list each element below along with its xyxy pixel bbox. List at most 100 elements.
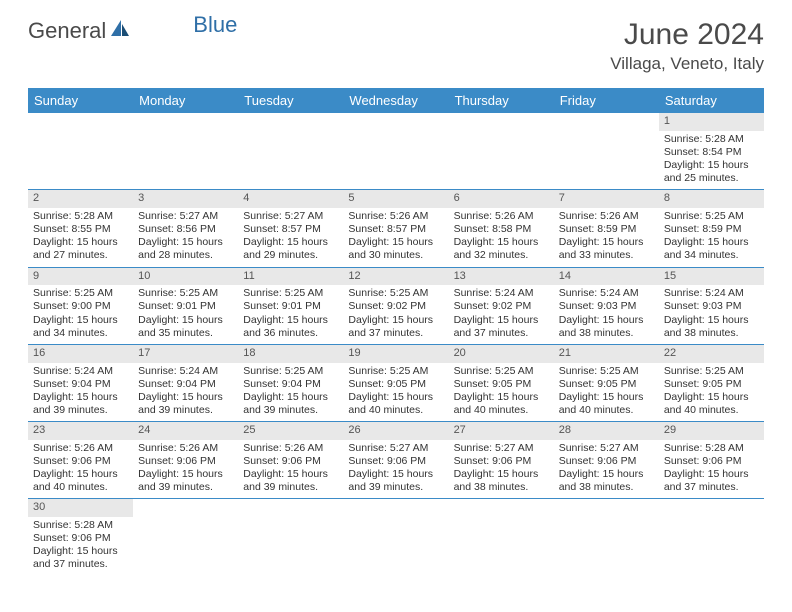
day-header-cell: Monday [133, 88, 238, 113]
day-header-cell: Saturday [659, 88, 764, 113]
day-number: 27 [449, 422, 554, 440]
daylight-line: Daylight: 15 hours and 38 minutes. [664, 314, 759, 340]
daylight-line: Daylight: 15 hours and 27 minutes. [33, 236, 128, 262]
daylight-line: Daylight: 15 hours and 34 minutes. [664, 236, 759, 262]
day-cell: 9Sunrise: 5:25 AMSunset: 9:00 PMDaylight… [28, 268, 133, 344]
daylight-line: Daylight: 15 hours and 40 minutes. [454, 391, 549, 417]
day-number: 3 [133, 190, 238, 208]
day-cell: 19Sunrise: 5:25 AMSunset: 9:05 PMDayligh… [343, 345, 448, 421]
day-cell: 20Sunrise: 5:25 AMSunset: 9:05 PMDayligh… [449, 345, 554, 421]
empty-cell [238, 499, 343, 575]
day-details: Sunrise: 5:26 AMSunset: 9:06 PMDaylight:… [133, 440, 238, 499]
daylight-line: Daylight: 15 hours and 38 minutes. [559, 468, 654, 494]
sunrise-line: Sunrise: 5:25 AM [454, 365, 549, 378]
day-header-cell: Thursday [449, 88, 554, 113]
day-details: Sunrise: 5:28 AMSunset: 9:06 PMDaylight:… [28, 517, 133, 576]
day-number: 16 [28, 345, 133, 363]
sunset-line: Sunset: 9:06 PM [664, 455, 759, 468]
day-number: 5 [343, 190, 448, 208]
sunset-line: Sunset: 9:04 PM [138, 378, 233, 391]
day-details: Sunrise: 5:25 AMSunset: 9:04 PMDaylight:… [238, 363, 343, 422]
day-number: 26 [343, 422, 448, 440]
day-cell: 26Sunrise: 5:27 AMSunset: 9:06 PMDayligh… [343, 422, 448, 498]
weeks-container: 1Sunrise: 5:28 AMSunset: 8:54 PMDaylight… [28, 113, 764, 576]
day-details: Sunrise: 5:25 AMSunset: 9:05 PMDaylight:… [343, 363, 448, 422]
daylight-line: Daylight: 15 hours and 39 minutes. [33, 391, 128, 417]
sunset-line: Sunset: 8:59 PM [664, 223, 759, 236]
sunrise-line: Sunrise: 5:25 AM [348, 365, 443, 378]
daylight-line: Daylight: 15 hours and 32 minutes. [454, 236, 549, 262]
sunrise-line: Sunrise: 5:26 AM [243, 442, 338, 455]
day-details: Sunrise: 5:25 AMSunset: 9:01 PMDaylight:… [238, 285, 343, 344]
day-details: Sunrise: 5:25 AMSunset: 9:05 PMDaylight:… [449, 363, 554, 422]
day-number: 1 [659, 113, 764, 131]
sunset-line: Sunset: 8:57 PM [348, 223, 443, 236]
empty-cell [659, 499, 764, 575]
empty-cell [449, 113, 554, 189]
day-header-cell: Tuesday [238, 88, 343, 113]
sunrise-line: Sunrise: 5:27 AM [138, 210, 233, 223]
day-details: Sunrise: 5:26 AMSunset: 8:57 PMDaylight:… [343, 208, 448, 267]
week-row: 16Sunrise: 5:24 AMSunset: 9:04 PMDayligh… [28, 345, 764, 422]
sunset-line: Sunset: 8:55 PM [33, 223, 128, 236]
sunset-line: Sunset: 9:06 PM [33, 455, 128, 468]
day-cell: 5Sunrise: 5:26 AMSunset: 8:57 PMDaylight… [343, 190, 448, 266]
sunrise-line: Sunrise: 5:26 AM [348, 210, 443, 223]
day-header-cell: Sunday [28, 88, 133, 113]
empty-cell [133, 113, 238, 189]
day-number: 22 [659, 345, 764, 363]
day-cell: 3 Sunrise: 5:27 AMSunset: 8:56 PMDaylight… [133, 190, 238, 266]
daylight-line: Daylight: 15 hours and 28 minutes. [138, 236, 233, 262]
day-header-cell: Wednesday [343, 88, 448, 113]
day-number: 12 [343, 268, 448, 286]
day-cell: 17Sunrise: 5:24 AMSunset: 9:04 PMDayligh… [133, 345, 238, 421]
sunset-line: Sunset: 9:03 PM [664, 300, 759, 313]
sunset-line: Sunset: 8:56 PM [138, 223, 233, 236]
daylight-line: Daylight: 15 hours and 37 minutes. [348, 314, 443, 340]
sunrise-line: Sunrise: 5:28 AM [33, 519, 128, 532]
daylight-line: Daylight: 15 hours and 40 minutes. [664, 391, 759, 417]
daylight-line: Daylight: 15 hours and 39 minutes. [138, 468, 233, 494]
sunset-line: Sunset: 9:02 PM [454, 300, 549, 313]
sunrise-line: Sunrise: 5:27 AM [348, 442, 443, 455]
day-details: Sunrise: 5:28 AMSunset: 8:55 PMDaylight:… [28, 208, 133, 267]
daylight-line: Daylight: 15 hours and 40 minutes. [33, 468, 128, 494]
sunrise-line: Sunrise: 5:27 AM [243, 210, 338, 223]
daylight-line: Daylight: 15 hours and 37 minutes. [33, 545, 128, 571]
day-number: 23 [28, 422, 133, 440]
day-number: 21 [554, 345, 659, 363]
day-number: 2 [28, 190, 133, 208]
day-number: 9 [28, 268, 133, 286]
empty-cell [133, 499, 238, 575]
sunset-line: Sunset: 9:03 PM [559, 300, 654, 313]
day-details: Sunrise: 5:27 AMSunset: 9:06 PMDaylight:… [554, 440, 659, 499]
day-number: 13 [449, 268, 554, 286]
title-block: June 2024 Villaga, Veneto, Italy [610, 18, 764, 74]
day-cell: 14Sunrise: 5:24 AMSunset: 9:03 PMDayligh… [554, 268, 659, 344]
day-details: Sunrise: 5:26 AMSunset: 9:06 PMDaylight:… [238, 440, 343, 499]
sunrise-line: Sunrise: 5:25 AM [243, 365, 338, 378]
sunset-line: Sunset: 9:06 PM [559, 455, 654, 468]
day-number: 24 [133, 422, 238, 440]
daylight-line: Daylight: 15 hours and 40 minutes. [559, 391, 654, 417]
header: General Blue June 2024 Villaga, Veneto, … [0, 0, 792, 82]
day-cell: 2Sunrise: 5:28 AMSunset: 8:55 PMDaylight… [28, 190, 133, 266]
sunset-line: Sunset: 9:00 PM [33, 300, 128, 313]
daylight-line: Daylight: 15 hours and 35 minutes. [138, 314, 233, 340]
sunset-line: Sunset: 8:58 PM [454, 223, 549, 236]
day-details: Sunrise: 5:24 AMSunset: 9:04 PMDaylight:… [133, 363, 238, 422]
sunset-line: Sunset: 9:05 PM [559, 378, 654, 391]
sunset-line: Sunset: 9:01 PM [138, 300, 233, 313]
sunset-line: Sunset: 8:57 PM [243, 223, 338, 236]
sunrise-line: Sunrise: 5:26 AM [138, 442, 233, 455]
sunset-line: Sunset: 9:06 PM [138, 455, 233, 468]
day-cell: 24Sunrise: 5:26 AMSunset: 9:06 PMDayligh… [133, 422, 238, 498]
empty-cell [28, 113, 133, 189]
empty-cell [449, 499, 554, 575]
day-details: Sunrise: 5:24 AMSunset: 9:03 PMDaylight:… [554, 285, 659, 344]
day-number: 11 [238, 268, 343, 286]
day-details: Sunrise: 5:28 AMSunset: 9:06 PMDaylight:… [659, 440, 764, 499]
logo-text-general: General [28, 18, 106, 44]
day-number: 10 [133, 268, 238, 286]
sunrise-line: Sunrise: 5:26 AM [559, 210, 654, 223]
